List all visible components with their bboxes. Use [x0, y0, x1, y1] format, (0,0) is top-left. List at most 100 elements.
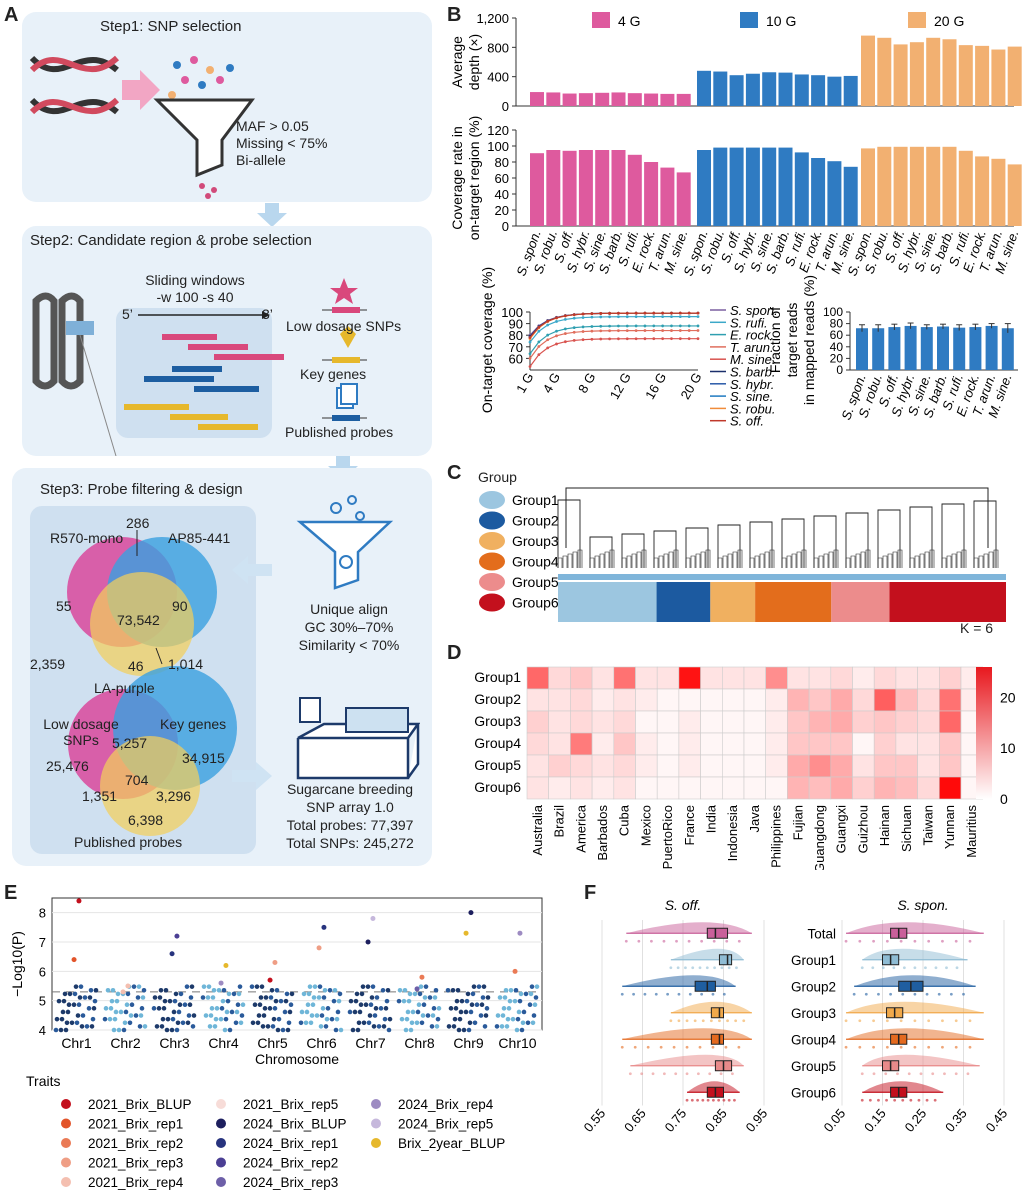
- dendro-leaf: [769, 549, 775, 568]
- bar: [778, 72, 793, 106]
- snp-point: [404, 1016, 410, 1022]
- snp-point: [278, 998, 284, 1004]
- snp-point: [131, 984, 137, 989]
- dendro-leaf: [604, 551, 610, 568]
- scale-label: 0: [1000, 791, 1008, 807]
- snp-point: [173, 991, 179, 997]
- snp-point: [369, 995, 375, 1000]
- jitter-point: [844, 1019, 848, 1023]
- x-tick-label: 8 G: [575, 370, 598, 396]
- funnel-icon: [153, 56, 255, 199]
- bar: [697, 150, 711, 226]
- snp-point: [503, 987, 509, 993]
- snp-point: [323, 1024, 329, 1029]
- y-tick-label: 40: [830, 340, 844, 354]
- snp-point: [494, 1024, 500, 1029]
- snp-point: [138, 1013, 144, 1018]
- snp-point: [283, 998, 289, 1004]
- snp-point: [386, 1027, 392, 1033]
- window-title: Sliding windows: [145, 272, 245, 288]
- snp-point: [416, 1002, 422, 1008]
- snp-point: [523, 991, 529, 997]
- snp-point: [451, 1024, 457, 1029]
- snp-point: [518, 991, 524, 997]
- arrow-icon: [122, 70, 160, 110]
- trait-label: 2024_Brix_BLUP: [243, 1117, 347, 1132]
- trait-label: 2021_Brix_rep3: [88, 1156, 183, 1171]
- dendro-leaf: [557, 557, 563, 568]
- snp-point: [152, 995, 158, 1000]
- legend-label: S. barb.: [730, 365, 776, 380]
- dendro-leaf: [914, 555, 920, 568]
- snp-point: [484, 1006, 490, 1011]
- bar: [1001, 328, 1014, 370]
- jitter-point: [711, 992, 715, 996]
- peak-point: [272, 960, 278, 966]
- legend-label: S. sine.: [730, 389, 773, 404]
- window-text: Sliding windows -w 100 -s 40: [120, 272, 270, 306]
- dendro-leaf: [732, 551, 738, 568]
- group-label: Group4: [512, 554, 559, 570]
- jitter-point: [719, 1072, 723, 1076]
- step3-title: Step3: Probe filtering & design: [40, 481, 243, 498]
- snp-point: [508, 987, 514, 993]
- heatmap-cell: [787, 710, 810, 734]
- heatmap-cell: [852, 732, 875, 756]
- snp-point: [84, 1024, 90, 1029]
- bar: [942, 146, 957, 226]
- snp-point: [121, 1027, 127, 1033]
- snp-point: [463, 1009, 469, 1015]
- snp-point: [159, 1024, 165, 1029]
- jitter-point: [901, 992, 905, 996]
- heatmap-cell: [895, 776, 918, 800]
- snp-point: [459, 998, 465, 1004]
- heatmap-cell: [526, 666, 550, 690]
- jitter-point: [700, 939, 704, 943]
- legend-swatch: [592, 12, 610, 28]
- snp-point: [520, 1020, 526, 1026]
- snp-point: [135, 995, 141, 1000]
- group-swatch: [479, 593, 505, 612]
- venn1-v90: 90: [172, 598, 188, 614]
- col-label: Sichuan: [899, 805, 914, 852]
- snp-point: [435, 1016, 441, 1022]
- col-label: PuertoRico: [660, 805, 675, 869]
- jitter-point: [662, 1072, 666, 1076]
- trait-label: Brix_2year_BLUP: [398, 1136, 505, 1151]
- snp-point: [258, 995, 264, 1000]
- heatmap-cell: [765, 688, 788, 712]
- snp-point: [363, 1002, 369, 1008]
- snp-point: [223, 1016, 229, 1022]
- snp-point: [107, 1016, 113, 1022]
- snp-point: [358, 1002, 364, 1008]
- snp-point: [376, 1024, 382, 1029]
- venn2-label-key: Key genes: [160, 716, 227, 732]
- dendro-leaf: [877, 557, 883, 568]
- peak-point: [321, 924, 327, 930]
- snp-point: [367, 1013, 373, 1018]
- bar: [794, 152, 809, 226]
- heatmap-cell: [613, 732, 636, 756]
- peak-point: [76, 898, 82, 904]
- dendro-leaf: [973, 557, 979, 568]
- bar: [991, 49, 1006, 106]
- jitter-point: [893, 1098, 897, 1102]
- dendro-leaf: [700, 551, 706, 568]
- heatmap-cell: [808, 732, 832, 756]
- left-arrow-1: [232, 556, 272, 584]
- snp-point: [167, 998, 173, 1004]
- trait-label: 2021_Brix_rep1: [88, 1117, 183, 1132]
- snp-point: [136, 984, 142, 989]
- heatmap-cell: [852, 688, 875, 712]
- trait-label: 2024_Brix_rep2: [243, 1156, 338, 1171]
- scale-label: 10: [1000, 740, 1016, 756]
- venn1-v1014: 1,014: [168, 656, 204, 672]
- bar: [969, 327, 982, 370]
- jitter-point: [954, 1072, 958, 1076]
- snp-point: [265, 1024, 271, 1029]
- peak-point: [463, 930, 469, 936]
- jitter-point: [640, 1072, 644, 1076]
- snp-point: [319, 1013, 325, 1018]
- snp-point: [455, 987, 461, 993]
- bar: [861, 148, 875, 226]
